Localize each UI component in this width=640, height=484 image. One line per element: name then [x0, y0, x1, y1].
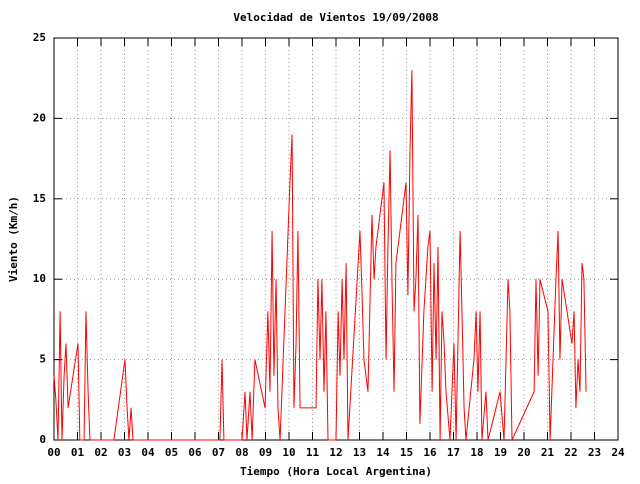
x-tick-label: 23 — [588, 446, 601, 459]
x-tick-label: 17 — [447, 446, 460, 459]
y-tick-label: 5 — [39, 353, 46, 366]
x-tick-label: 13 — [353, 446, 366, 459]
x-tick-label: 03 — [118, 446, 131, 459]
chart-title: Velocidad de Vientos 19/09/2008 — [233, 11, 438, 24]
x-tick-label: 15 — [400, 446, 413, 459]
y-tick-label: 10 — [33, 272, 46, 285]
data-line — [53, 70, 587, 441]
x-tick-label: 14 — [376, 446, 390, 459]
x-tick-label: 22 — [564, 446, 577, 459]
x-tick-label: 04 — [141, 446, 155, 459]
x-tick-label: 07 — [212, 446, 225, 459]
x-tick-label: 19 — [494, 446, 507, 459]
x-tick-label: 18 — [470, 446, 483, 459]
x-tick-label: 12 — [329, 446, 342, 459]
x-tick-label: 16 — [423, 446, 437, 459]
x-tick-label: 24 — [611, 446, 625, 459]
y-tick-label: 25 — [33, 31, 46, 44]
x-tick-label: 01 — [71, 446, 85, 459]
y-tick-label: 0 — [39, 433, 46, 446]
y-tick-label: 20 — [33, 111, 46, 124]
x-tick-label: 09 — [259, 446, 272, 459]
x-tick-label: 11 — [306, 446, 320, 459]
x-tick-label: 21 — [541, 446, 555, 459]
x-tick-label: 08 — [235, 446, 248, 459]
x-tick-label: 20 — [517, 446, 530, 459]
x-tick-label: 00 — [47, 446, 60, 459]
y-tick-label: 15 — [33, 192, 46, 205]
x-tick-label: 06 — [188, 446, 202, 459]
x-axis-label: Tiempo (Hora Local Argentina) — [240, 465, 432, 478]
y-axis-label: Viento (Km/h) — [7, 196, 20, 282]
x-tick-label: 10 — [282, 446, 295, 459]
x-tick-label: 05 — [165, 446, 178, 459]
x-tick-label: 02 — [94, 446, 107, 459]
